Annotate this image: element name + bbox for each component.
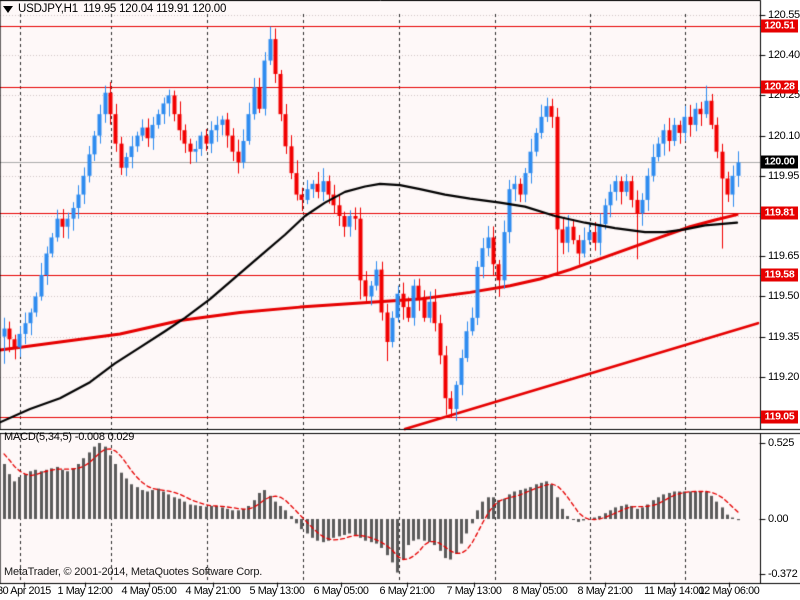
time-axis[interactable] — [0, 584, 760, 600]
price-axis[interactable] — [761, 0, 800, 583]
chart-menu-dropdown-icon[interactable] — [3, 5, 13, 13]
symbol-period-label: USDJPY,H1 — [18, 3, 78, 15]
chart-title-bar: USDJPY,H1 119.95 120.04 119.91 120.00 — [3, 3, 226, 15]
ohlc-values-label: 119.95 120.04 119.91 120.00 — [83, 3, 227, 15]
